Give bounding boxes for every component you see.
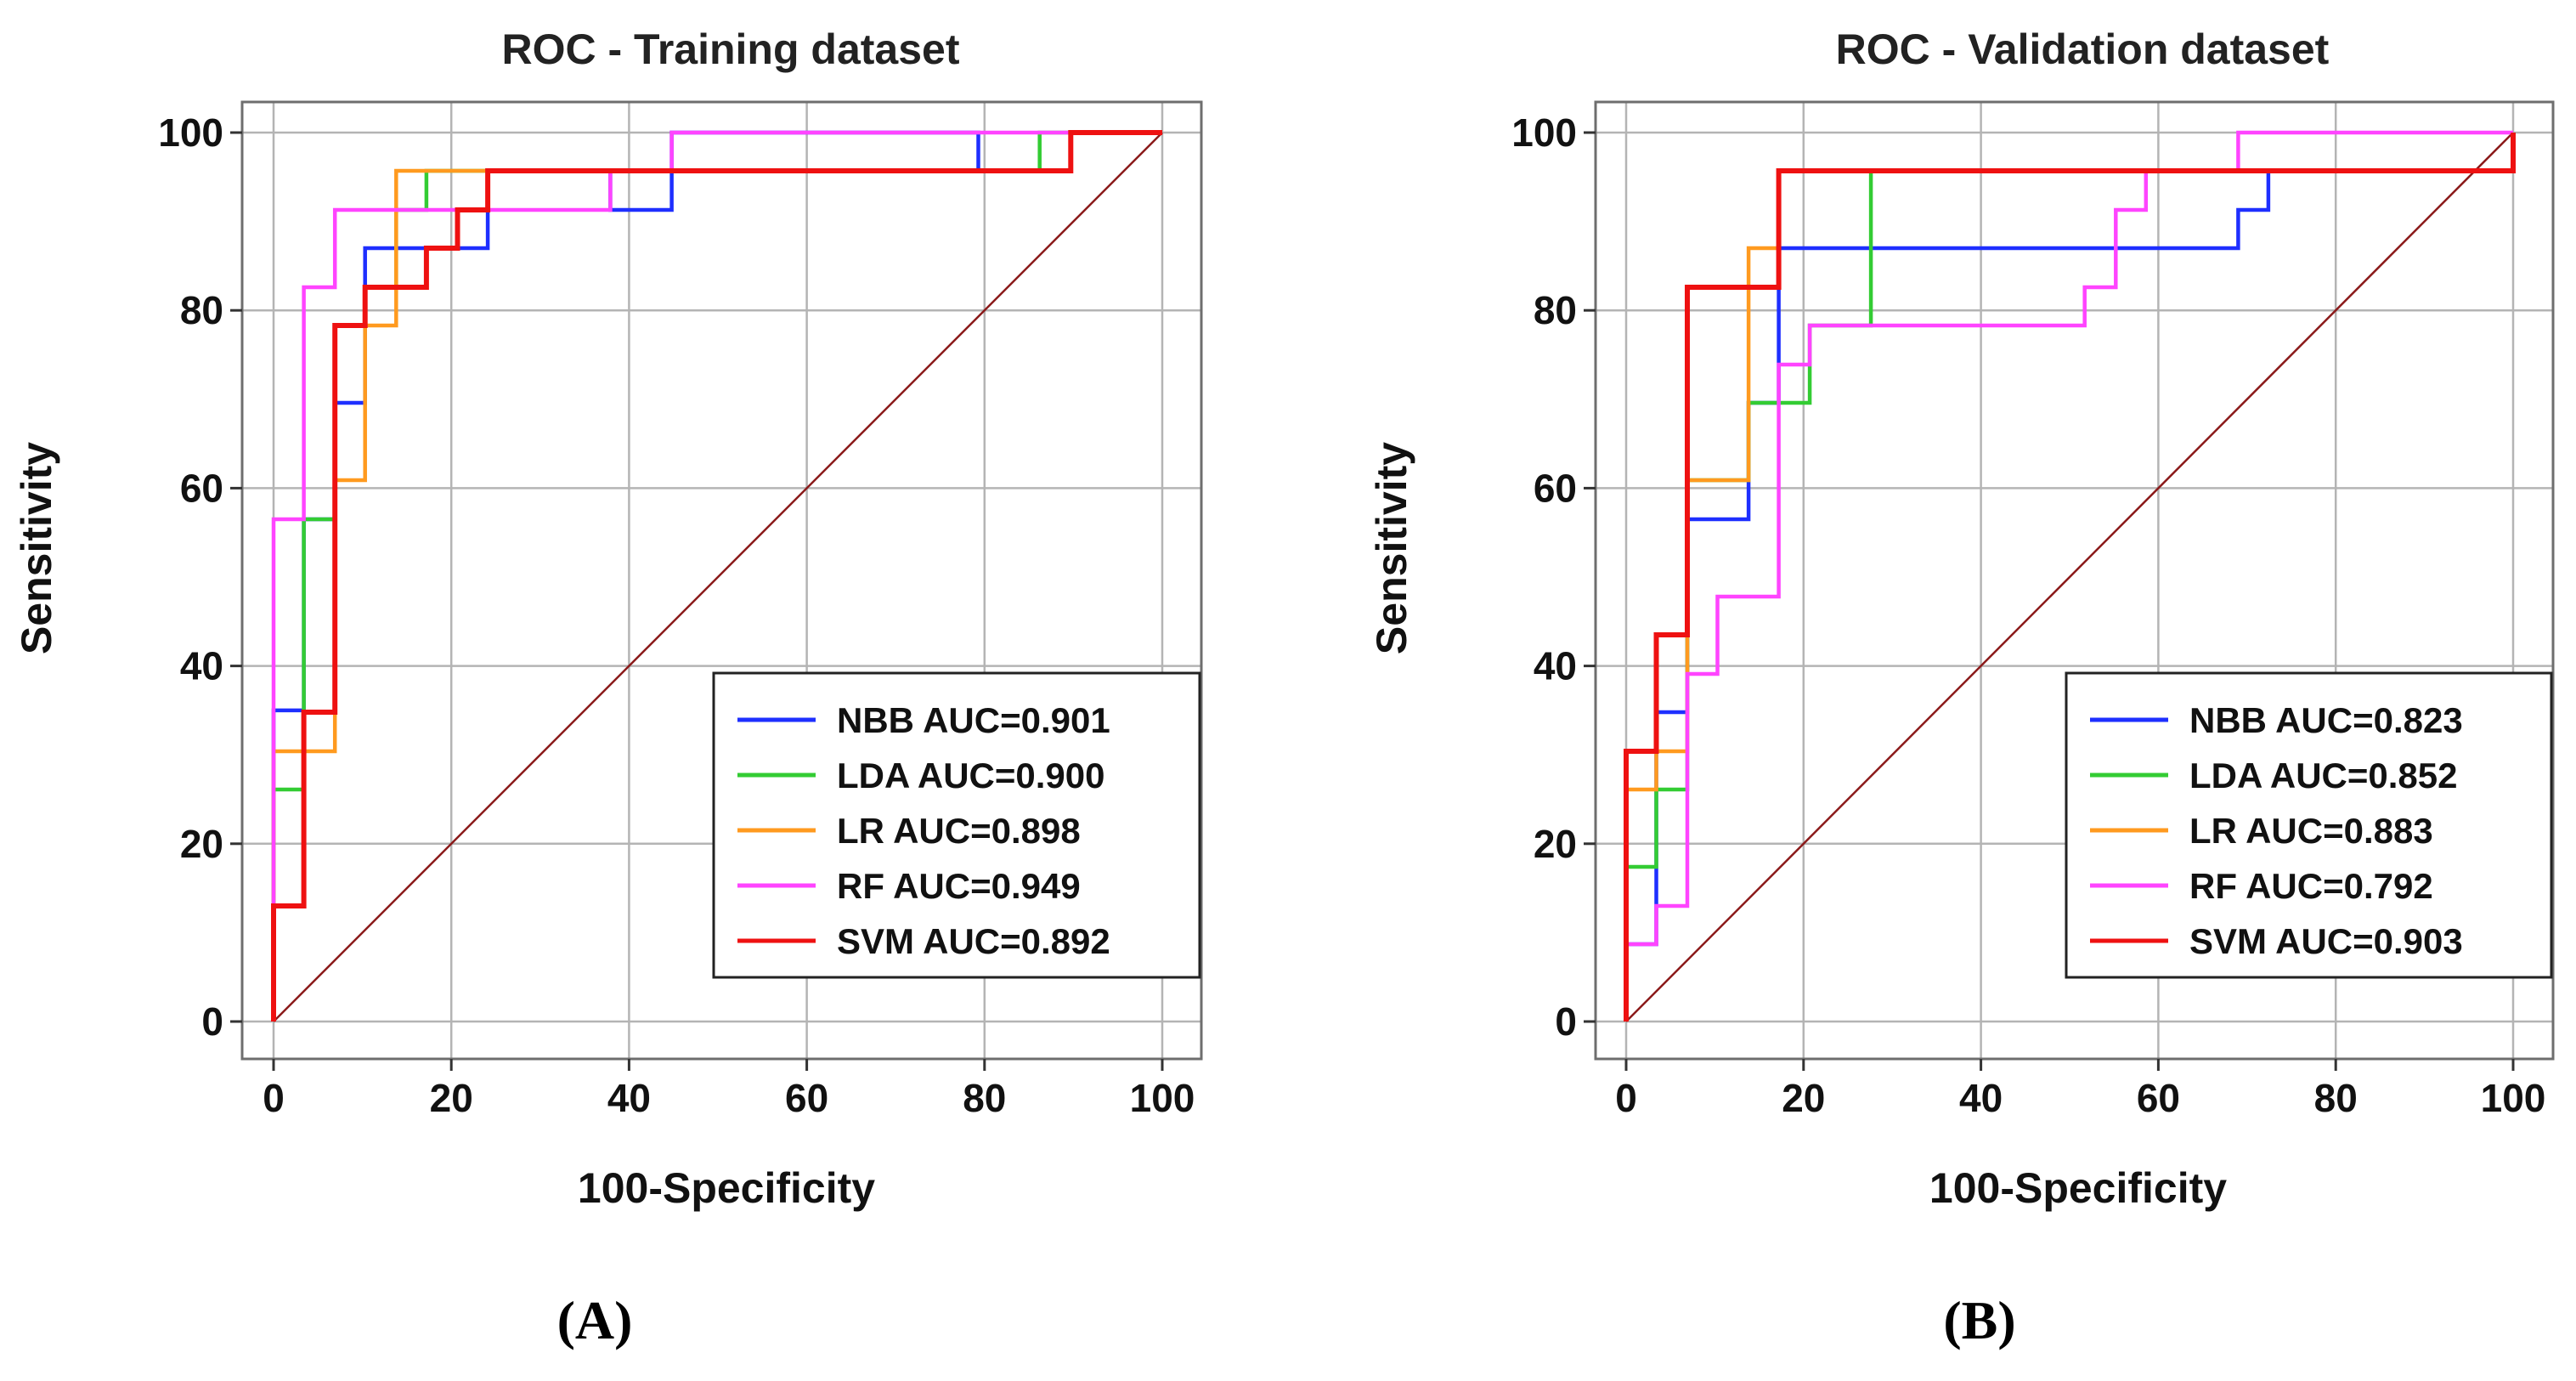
y-tick-label: 60: [1534, 466, 1577, 510]
y-tick-label: 100: [1511, 110, 1577, 155]
legend: NBB AUC=0.823 LDA AUC=0.852 LR AUC=0.883 RF…: [2065, 671, 2553, 979]
y-tick-label: 60: [180, 466, 223, 510]
y-tick-label: 20: [180, 822, 223, 866]
x-tick-label: 60: [2137, 1076, 2180, 1120]
x-tick-label: 60: [785, 1076, 828, 1120]
reference-diagonal-line: [1625, 132, 2514, 1022]
x-tick-label: 40: [607, 1076, 651, 1120]
y-tick-label: 40: [1534, 644, 1577, 688]
x-axis-label: 100-Specificity: [1929, 1164, 2227, 1212]
x-axis-label: 100-Specificity: [578, 1164, 875, 1212]
panel-label: (A): [557, 1290, 633, 1350]
x-tick-label: 0: [1615, 1076, 1637, 1120]
y-tick-label: 40: [180, 644, 223, 688]
legend-entry: SVM AUC=0.903: [2189, 921, 2463, 961]
y-tick-label: 100: [158, 110, 223, 155]
roc-panel-1: 0 20 40 60 80 100 0 20 40 60 80 100 ROC - Training d…: [13, 25, 1203, 1350]
panel-label: (B): [1943, 1290, 2015, 1350]
legend-entry: LDA AUC=0.852: [2189, 756, 2458, 795]
legend-entry: LR AUC=0.883: [2189, 811, 2433, 851]
y-tick-label: 80: [180, 288, 223, 332]
roc-curve-5: [271, 130, 1162, 1022]
legend-entry: SVM AUC=0.892: [837, 921, 1110, 961]
y-tick-label: 80: [1534, 288, 1577, 332]
y-tick-label: 20: [1534, 822, 1577, 866]
plot-frame: [240, 100, 1203, 1061]
x-tick-label: 20: [1782, 1076, 1825, 1120]
legend-entry: RF AUC=0.792: [2189, 866, 2433, 906]
x-tick-label: 100: [2481, 1076, 2546, 1120]
x-tick-label: 80: [963, 1076, 1006, 1120]
legend-box: [2065, 671, 2553, 979]
roc-curve-4: [271, 130, 1162, 1022]
x-tick-label: 80: [2314, 1076, 2358, 1120]
x-tick-label: 0: [263, 1076, 285, 1120]
legend-box: [712, 671, 1201, 979]
y-axis-label: Sensitivity: [13, 442, 60, 654]
x-tick-label: 20: [430, 1076, 473, 1120]
roc-curve-4: [1624, 130, 2513, 1022]
chart-title: ROC - Validation dataset: [1836, 25, 2330, 73]
roc-panel-2: 0 20 40 60 80 100 0 20 40 60 80 100 ROC - Validation…: [1368, 25, 2555, 1350]
x-tick-label: 40: [1959, 1076, 2003, 1120]
legend: NBB AUC=0.901 LDA AUC=0.900 LR AUC=0.898 RF…: [712, 671, 1201, 979]
plot-frame: [1594, 100, 2555, 1061]
y-tick-label: 0: [201, 999, 223, 1044]
legend-entry: LDA AUC=0.900: [837, 756, 1105, 795]
y-axis-label: Sensitivity: [1368, 442, 1415, 654]
legend-entry: LR AUC=0.898: [837, 811, 1081, 851]
roc-curve-5: [1624, 133, 2516, 1022]
x-tick-label: 100: [1130, 1076, 1195, 1120]
legend-entry: RF AUC=0.949: [837, 866, 1081, 906]
y-tick-label: 0: [1555, 999, 1577, 1044]
legend-entry: NBB AUC=0.823: [2189, 700, 2463, 740]
legend-entry: NBB AUC=0.901: [837, 700, 1110, 740]
reference-diagonal-line: [273, 132, 1163, 1022]
chart-title: ROC - Training dataset: [502, 25, 960, 73]
